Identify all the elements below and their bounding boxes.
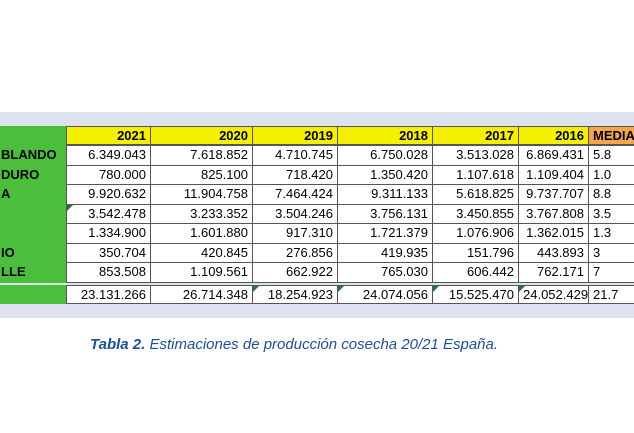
table-cell: 420.845 (150, 242, 253, 263)
table-cell: 9.920.632 (66, 184, 151, 205)
table-cell: 350.704 (66, 242, 151, 263)
total-cell: 15.525.470 (432, 284, 519, 304)
column-header: 2021 (66, 126, 151, 145)
table-cell: 5.618.825 (432, 184, 519, 205)
table-cell: 9.311.133 (337, 184, 433, 205)
cell-marker (338, 285, 344, 292)
table-cell: 443.893 (518, 242, 589, 263)
table-cell: 765.030 (337, 262, 433, 283)
table-cell: 7.464.424 (252, 184, 338, 205)
table-cell: 3.5 (588, 203, 634, 224)
caption-label: Tabla 2. (90, 336, 146, 353)
cell-marker (519, 285, 525, 292)
table-cell: 419.935 (337, 242, 433, 263)
row-label: LLE (0, 262, 66, 283)
table-cell: 1.109.404 (518, 164, 589, 185)
table-cell: 151.796 (432, 242, 519, 263)
cell-marker (253, 285, 259, 292)
column-header: 2017 (432, 126, 519, 145)
table-cell: 7.618.852 (150, 145, 253, 166)
total-cell: 23.131.266 (66, 284, 151, 304)
table-cell: 8.8 (588, 184, 634, 205)
table-cell: 825.100 (150, 164, 253, 185)
table-cell: 276.856 (252, 242, 338, 263)
caption-text: Estimaciones de producción cosecha 20/21… (149, 336, 499, 353)
table-cell: 9.737.707 (518, 184, 589, 205)
table-cell: 1.334.900 (66, 223, 151, 244)
table-cell: 1.0 (588, 164, 634, 185)
cell-marker (433, 285, 439, 292)
table-cell: 3.542.478 (66, 203, 151, 224)
row-label: BLANDO (0, 145, 66, 166)
table-cell: 6.750.028 (337, 145, 433, 166)
table-cell: 1.107.618 (432, 164, 519, 185)
table-cell: 3.450.855 (432, 203, 519, 224)
total-cell: 24.074.056 (337, 284, 433, 304)
table-cell: 3.756.131 (337, 203, 433, 224)
column-header: 2019 (252, 126, 338, 145)
table-cell: 718.420 (252, 164, 338, 185)
column-header: MEDIA (588, 126, 634, 145)
table-cell: 5.8 (588, 145, 634, 166)
table-cell: 780.000 (66, 164, 151, 185)
table-cell: 662.922 (252, 262, 338, 283)
table-cell: 11.904.758 (150, 184, 253, 205)
corner-cell (0, 126, 66, 145)
row-label: IO (0, 242, 66, 263)
total-cell: 18.254.923 (252, 284, 338, 304)
column-header: 2016 (518, 126, 589, 145)
table-cell: 3.513.028 (432, 145, 519, 166)
table-cell: 1.601.880 (150, 223, 253, 244)
total-label (0, 284, 66, 304)
table-cell: 1.076.906 (432, 223, 519, 244)
table-cell: 4.710.745 (252, 145, 338, 166)
table-cell: 3 (588, 242, 634, 263)
table-cell: 1.3 (588, 223, 634, 244)
table-cell: 3.504.246 (252, 203, 338, 224)
total-cell: 24.052.429 (518, 284, 589, 304)
column-header: 2020 (150, 126, 253, 145)
caption: Tabla 2. Estimaciones de producción cose… (90, 336, 498, 353)
table-cell: 762.171 (518, 262, 589, 283)
table-cell: 3.767.808 (518, 203, 589, 224)
column-header: 2018 (337, 126, 433, 145)
table-cell: 1.362.015 (518, 223, 589, 244)
table-cell: 7 (588, 262, 634, 283)
table-cell: 606.442 (432, 262, 519, 283)
table-cell: 853.508 (66, 262, 151, 283)
table-cell: 3.233.352 (150, 203, 253, 224)
table-cell: 1.350.420 (337, 164, 433, 185)
table-cell: 1.721.379 (337, 223, 433, 244)
table-cell: 6.349.043 (66, 145, 151, 166)
row-label (0, 203, 66, 224)
table-cell: 1.109.561 (150, 262, 253, 283)
table-cell: 917.310 (252, 223, 338, 244)
row-label: DURO (0, 164, 66, 185)
row-label: A (0, 184, 66, 205)
cell-marker (67, 204, 73, 211)
table-cell: 6.869.431 (518, 145, 589, 166)
row-label (0, 223, 66, 244)
total-cell: 26.714.348 (150, 284, 253, 304)
total-cell: 21.7 (588, 284, 634, 304)
